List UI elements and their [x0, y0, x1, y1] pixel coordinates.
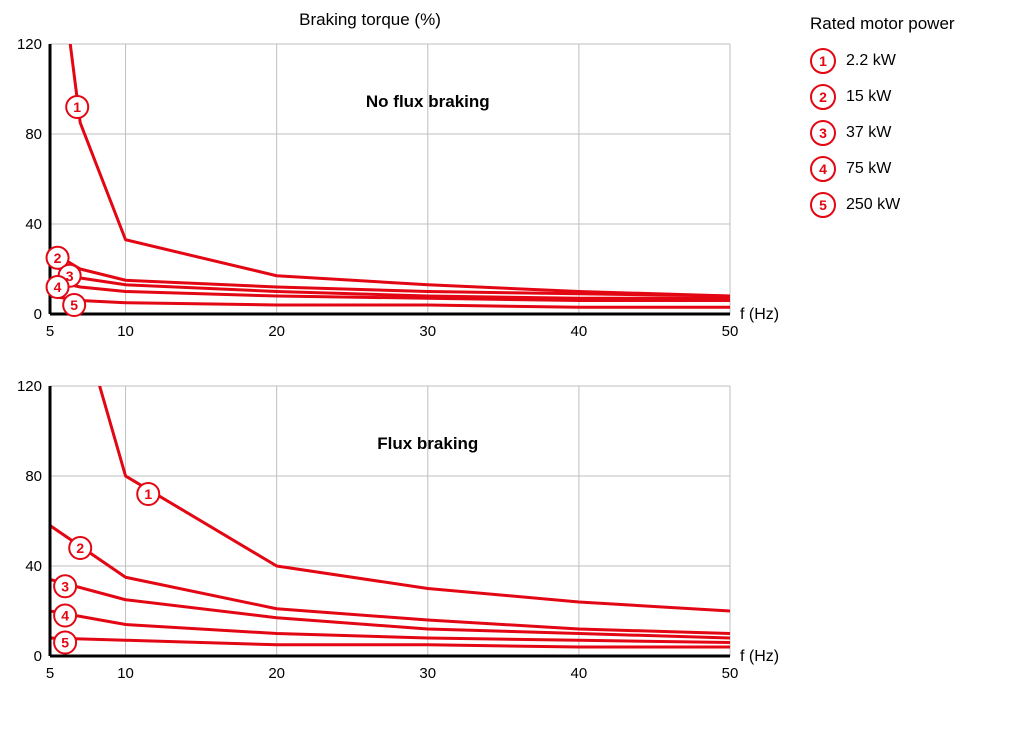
chart-svg-1: 1 2 3 4 55 10 20 30 40 50 0 40 80 120 f (Hz) Flux braki…	[10, 376, 780, 696]
panel-label: No flux braking	[366, 92, 490, 111]
xtick-label: 5	[46, 665, 54, 682]
legend-item-4: 4 75 kW	[810, 156, 955, 182]
legend-label-1: 2.2 kW	[846, 52, 896, 70]
ytick-label: 120	[17, 378, 42, 395]
xtick-label: 50	[722, 323, 739, 340]
main-title: Braking torque (%)	[10, 10, 730, 30]
series-marker-label-4: 4	[54, 279, 62, 295]
panel-label: Flux braking	[377, 434, 478, 453]
legend-item-2: 2 15 kW	[810, 84, 955, 110]
ytick-label: 0	[34, 648, 42, 665]
series-marker-label-2: 2	[54, 250, 62, 266]
xtick-label: 30	[419, 665, 436, 682]
series-marker-label-1: 1	[144, 486, 152, 502]
series-marker-label-2: 2	[76, 540, 84, 556]
xtick-label: 5	[46, 323, 54, 340]
legend-item-5: 5 250 kW	[810, 192, 955, 218]
legend-marker-1: 1	[810, 48, 836, 74]
ytick-label: 40	[25, 558, 42, 575]
legend-marker-2: 2	[810, 84, 836, 110]
ytick-label: 80	[25, 468, 42, 485]
x-axis-label: f (Hz)	[740, 306, 779, 323]
chart-container: Braking torque (%) 123455102030405004080…	[10, 10, 1002, 718]
legend-title: Rated motor power	[810, 14, 955, 34]
xtick-label: 30	[419, 323, 436, 340]
xtick-label: 40	[571, 665, 588, 682]
xtick-label: 50	[722, 665, 739, 682]
legend-item-1: 1 2.2 kW	[810, 48, 955, 74]
charts-column: Braking torque (%) 123455102030405004080…	[10, 10, 780, 718]
xtick-label: 20	[268, 323, 285, 340]
legend-label-5: 250 kW	[846, 196, 900, 214]
series-marker-label-5: 5	[61, 635, 69, 651]
ytick-label: 120	[17, 36, 42, 53]
legend-marker-3: 3	[810, 120, 836, 146]
series-marker-label-3: 3	[61, 578, 69, 594]
legend-marker-4: 4	[810, 156, 836, 182]
legend-label-4: 75 kW	[846, 160, 891, 178]
chart-panel-1: 1 2 3 4 55 10 20 30 40 50 0 40 80 120 f (Hz) Flux braki…	[10, 376, 780, 696]
legend-item-3: 3 37 kW	[810, 120, 955, 146]
series-marker-label-5: 5	[70, 297, 78, 313]
xtick-label: 40	[571, 323, 588, 340]
legend: Rated motor power 1 2.2 kW 2 15 kW 3 37 kW 4 75…	[780, 10, 955, 718]
xtick-label: 10	[117, 323, 134, 340]
legend-items: 1 2.2 kW 2 15 kW 3 37 kW 4 75 kW 5 250 kW	[810, 48, 955, 218]
ytick-label: 0	[34, 306, 42, 323]
xtick-label: 20	[268, 665, 285, 682]
legend-label-3: 37 kW	[846, 124, 891, 142]
ytick-label: 80	[25, 126, 42, 143]
chart-panel-0: 123455102030405004080120f (Hz)No flux br…	[10, 34, 780, 354]
series-marker-label-1: 1	[73, 99, 81, 115]
series-marker-label-4: 4	[61, 608, 69, 624]
legend-marker-5: 5	[810, 192, 836, 218]
chart-svg-0: 123455102030405004080120f (Hz)No flux br…	[10, 34, 780, 354]
legend-label-2: 15 kW	[846, 88, 891, 106]
ytick-label: 40	[25, 216, 42, 233]
xtick-label: 10	[117, 665, 134, 682]
x-axis-label: f (Hz)	[740, 648, 779, 665]
